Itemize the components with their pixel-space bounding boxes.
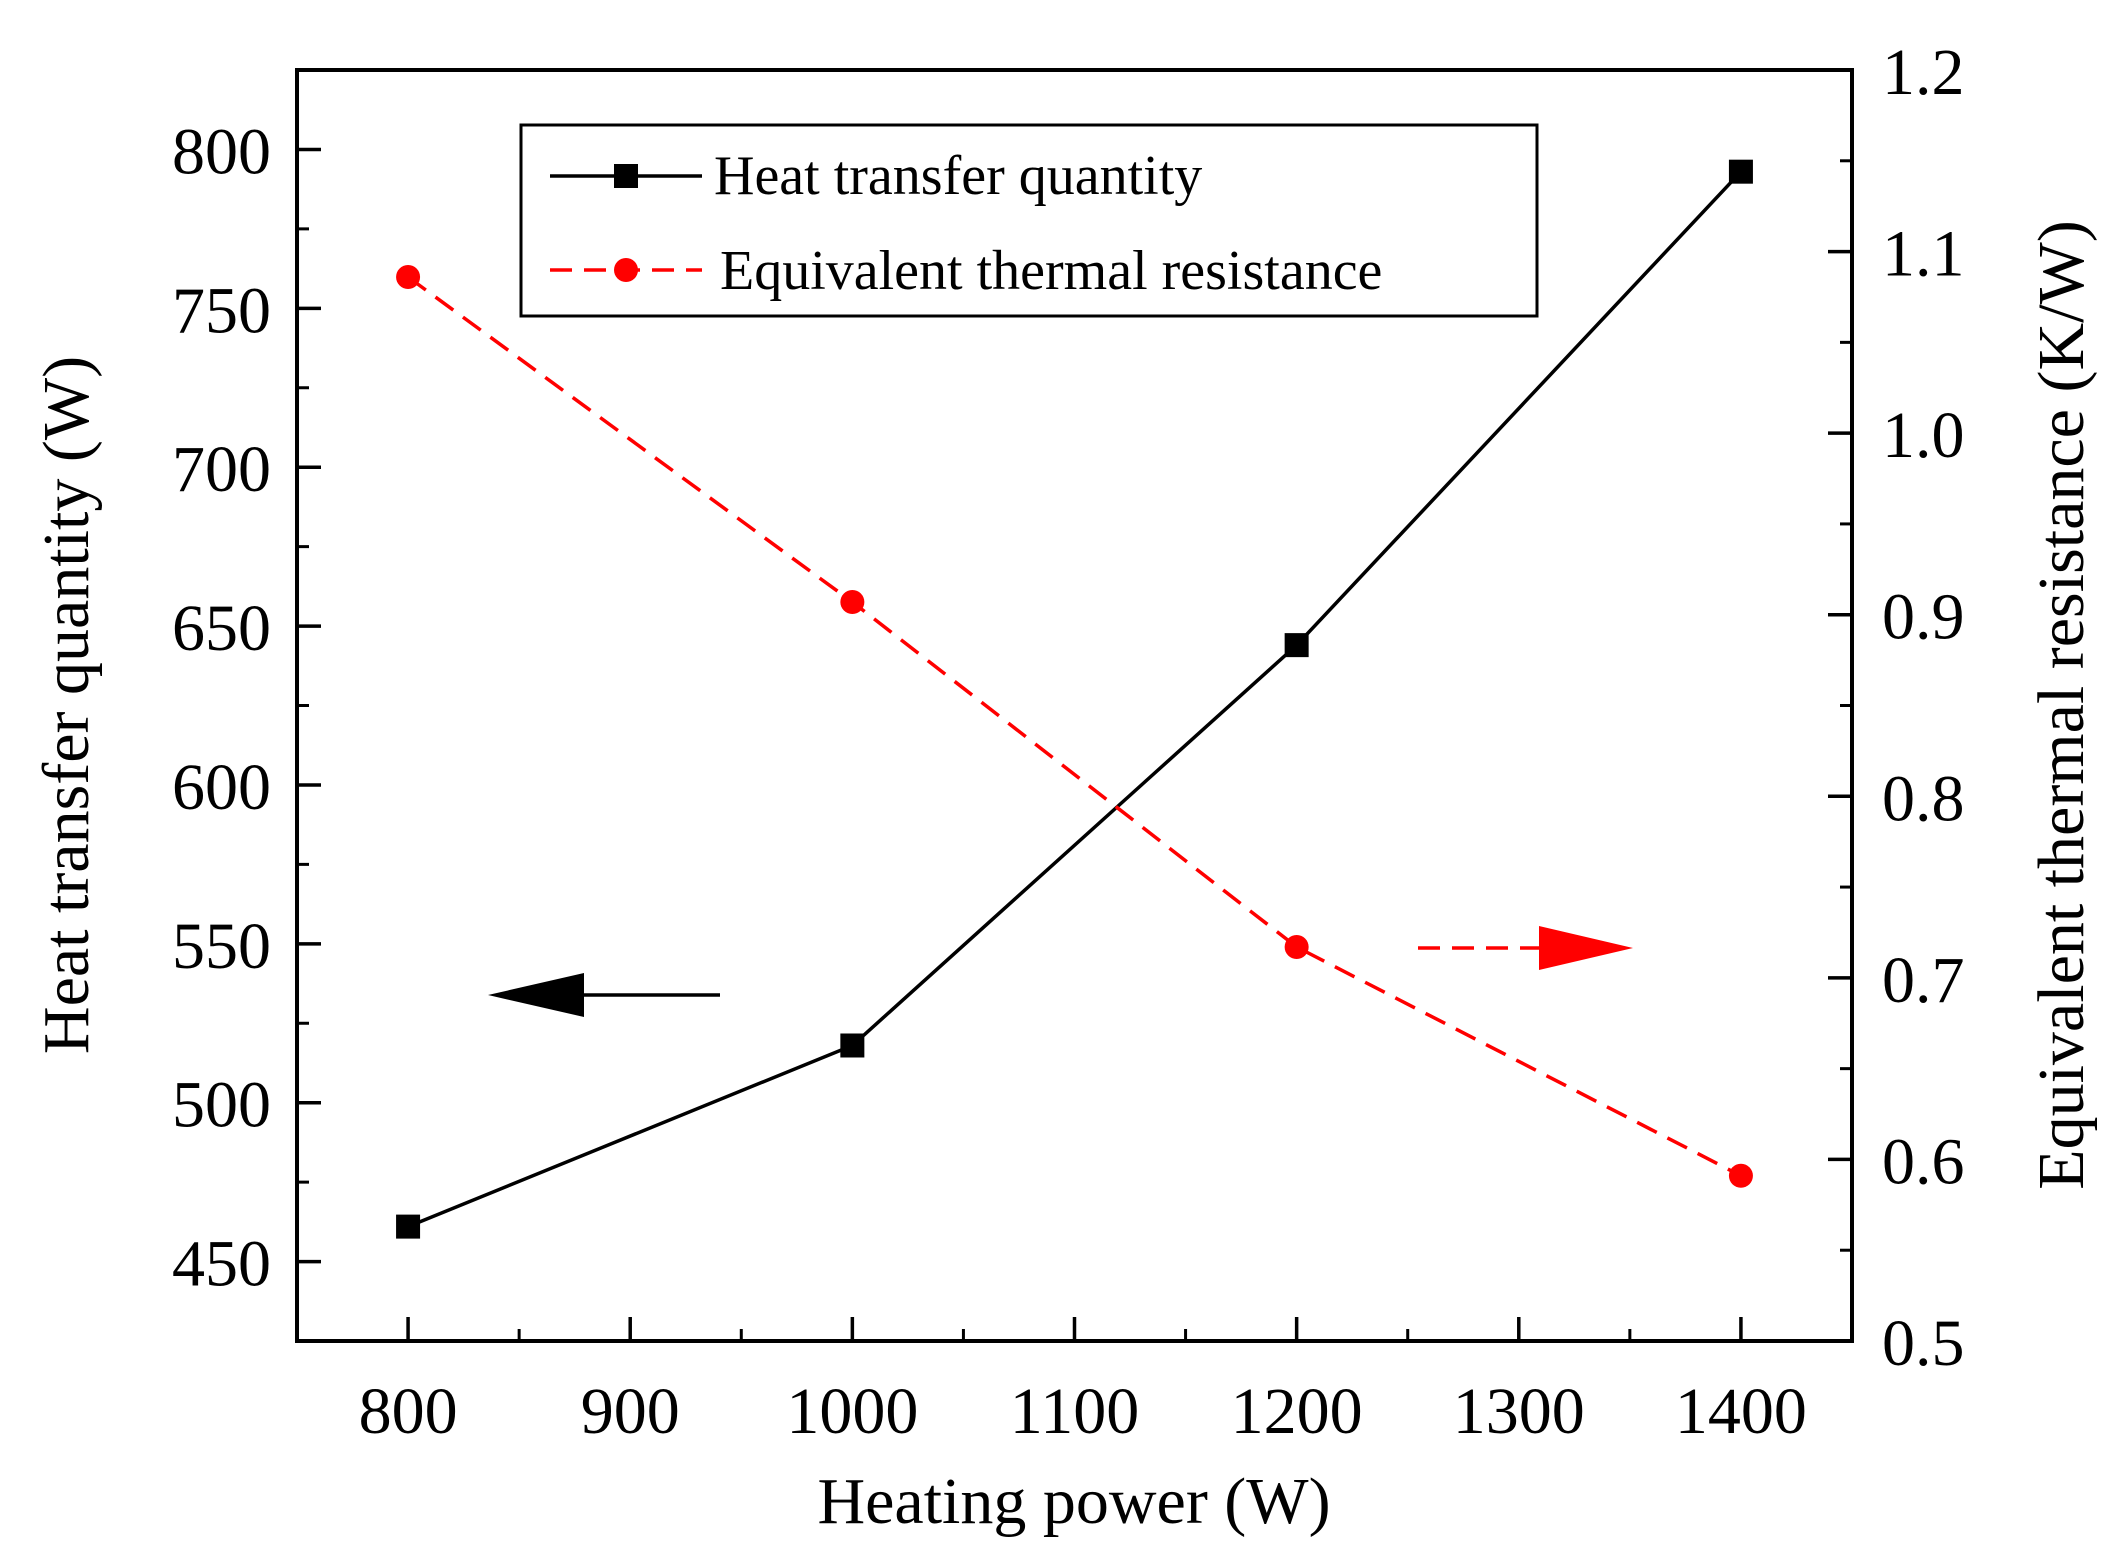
right-y-tick-label: 0.8 <box>1882 762 1965 835</box>
right-y-tick-label: 1.0 <box>1882 399 1965 472</box>
left-y-tick-label: 500 <box>172 1069 271 1142</box>
x-tick-label: 1000 <box>786 1375 918 1448</box>
legend-box <box>519 123 1539 318</box>
legend-label-heat-transfer: Heat transfer quantity <box>714 145 1202 207</box>
left-y-tick-label: 550 <box>172 910 271 983</box>
right-y-tick-label: 0.9 <box>1882 581 1965 654</box>
right-y-axis: 0.5 0.6 0.7 0.8 0.9 1.0 1.1 1.2 <box>1828 36 1965 1380</box>
x-tick-label: 1100 <box>1010 1375 1140 1448</box>
x-tick-label: 1400 <box>1675 1375 1807 1448</box>
data-point-square <box>840 1033 865 1058</box>
data-point-circle <box>396 264 421 289</box>
series-line-thermal-resistance <box>407 275 1742 1178</box>
right-y-tick-label: 0.6 <box>1882 1125 1965 1198</box>
left-y-tick-label: 650 <box>172 592 271 665</box>
data-point-square <box>396 1214 421 1239</box>
data-point-circle <box>1284 934 1309 959</box>
left-y-tick-label: 700 <box>172 433 271 506</box>
left-arrow-head <box>488 973 584 1017</box>
right-y-tick-label: 0.5 <box>1882 1307 1965 1380</box>
left-y-tick-label: 800 <box>172 115 271 188</box>
right-y-axis-title: Equivalent thermal resistance (K/W) <box>2025 220 2098 1189</box>
series-layer <box>396 159 1753 1239</box>
legend-label-thermal-resistance: Equivalent thermal resistance <box>720 240 1382 302</box>
legend-marker-square <box>614 164 638 188</box>
x-axis-title: Heating power (W) <box>817 1465 1330 1538</box>
x-tick-label: 900 <box>581 1375 680 1448</box>
left-y-axis: 450 500 550 600 650 700 750 800 <box>172 68 321 1343</box>
data-point-circle <box>840 590 865 615</box>
right-y-tick-label: 1.2 <box>1882 36 1965 109</box>
left-y-tick-label: 450 <box>172 1228 271 1301</box>
left-y-tick-label: 600 <box>172 751 271 824</box>
x-tick-label: 800 <box>359 1375 458 1448</box>
left-y-axis-title: Heat transfer quantity (W) <box>30 356 103 1054</box>
series-line-heat-transfer <box>407 170 1743 1229</box>
left-axis-indicator-arrow <box>488 973 720 1017</box>
legend-marker-circle <box>614 258 638 282</box>
data-point-square <box>1284 633 1309 658</box>
legend: Heat transfer quantity Equivalent therma… <box>519 123 1539 318</box>
x-axis: 800 900 1000 1100 1200 1300 1400 <box>359 1317 1807 1448</box>
right-y-tick-label: 0.7 <box>1882 944 1965 1017</box>
x-tick-label: 1200 <box>1231 1375 1363 1448</box>
data-point-circle <box>1728 1163 1753 1188</box>
right-arrow-head <box>1539 926 1633 970</box>
left-y-tick-label: 750 <box>172 274 271 347</box>
x-tick-label: 1300 <box>1453 1375 1585 1448</box>
data-point-square <box>1728 159 1753 184</box>
right-axis-indicator-arrow <box>1418 926 1633 970</box>
right-y-tick-label: 1.1 <box>1882 218 1965 291</box>
